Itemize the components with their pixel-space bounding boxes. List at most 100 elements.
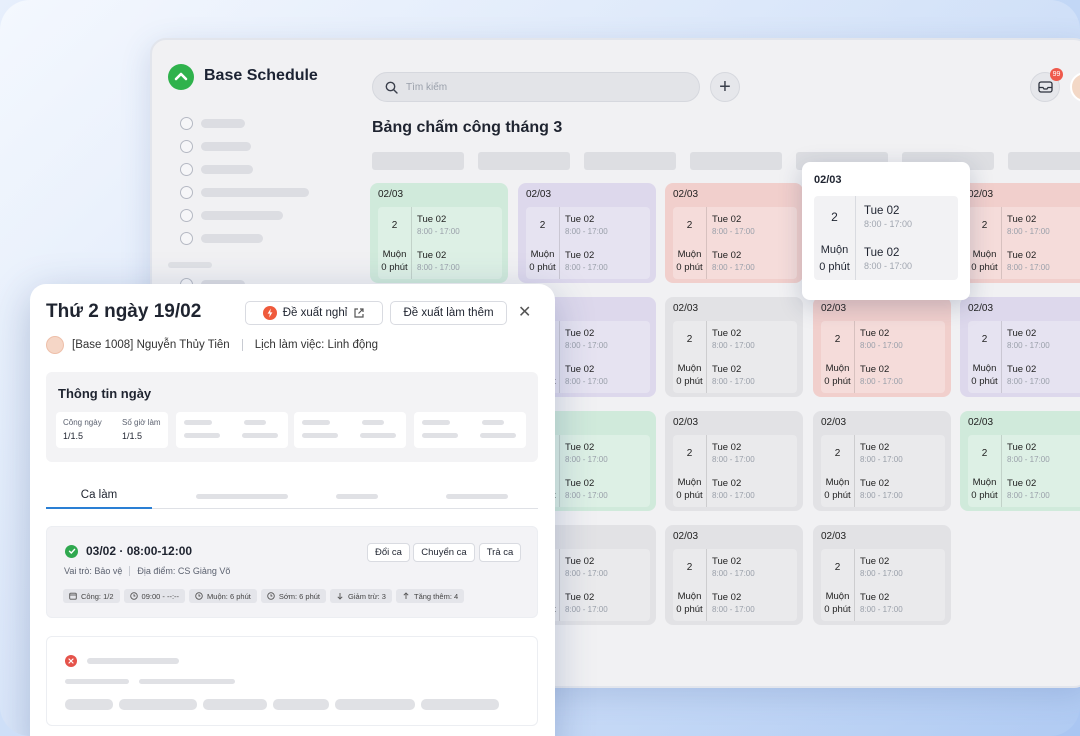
day-card[interactable]: 02/03 2 Tue 02 8:00 - 17:00 Muộn 0 phút Tue 02… [813,411,951,511]
card-time: 8:00 - 17:00 [417,263,460,272]
day-card[interactable]: 02/03 2 Tue 02 8:00 - 17:00 Muộn 0 phút Tue 02… [518,183,656,283]
day-card[interactable]: 02/03 2 Tue 02 8:00 - 17:00 Muộn 0 phút Tue 02… [960,183,1080,283]
card-time: 8:00 - 17:00 [860,377,903,386]
sidebar-item[interactable] [180,162,253,176]
card-count: 2 [378,207,412,243]
card-date: 02/03 [821,531,847,542]
card-time: 8:00 - 17:00 [1007,455,1050,464]
filter-placeholder[interactable] [478,152,570,170]
card-day: Tue 02 [565,364,595,375]
transfer-shift-button[interactable]: Chuyển ca [413,543,475,562]
clock-icon [129,592,138,600]
chip-workday: Công: 1/2 [63,589,120,603]
stat-label: Số giờ làm [122,418,161,427]
sidebar-item[interactable] [180,116,245,130]
clock-icon [195,592,203,600]
chip-label: Giảm trừ: 3 [348,591,386,601]
card-time: 8:00 - 17:00 [565,341,608,350]
return-shift-button[interactable]: Trả ca [479,543,521,562]
sidebar: Base Schedule [152,40,350,686]
card-time: 8:00 - 17:00 [860,491,903,500]
popup-date: 02/03 [814,174,842,186]
check-circle-icon [65,544,78,558]
day-detail-panel: Thứ 2 ngày 19/02 Đề xuất nghỉ Đề xuất là… [30,284,555,736]
tab-placeholder[interactable] [446,494,508,499]
bolt-icon [262,306,277,320]
day-card[interactable]: 02/03 2 Tue 02 8:00 - 17:00 Muộn 0 phút Tue 02… [665,183,803,283]
sidebar-item[interactable] [180,208,283,222]
chip-label: Muộn: 6 phút [207,591,251,601]
card-count: 2 [673,435,707,471]
filter-placeholder[interactable] [690,152,782,170]
swap-shift-button[interactable]: Đổi ca [367,543,410,562]
tab-placeholder[interactable] [336,494,378,499]
stat-value: 1/1.5 [63,431,84,441]
card-status: Muộn [677,477,702,488]
day-card[interactable]: 02/03 2 Tue 02 8:00 - 17:00 Muộn 0 phút Tue 02… [960,297,1080,397]
card-time: 8:00 - 17:00 [565,491,608,500]
sidebar-item[interactable] [180,185,309,199]
card-status-value: 0 phút [824,490,851,501]
day-card[interactable]: 02/03 2 Tue 02 8:00 - 17:00 Muộn 0 phút Tue 02… [813,525,951,625]
day-card[interactable]: 02/03 2 Tue 02 8:00 - 17:00 Muộn 0 phút Tue 02… [665,297,803,397]
card-day: Tue 02 [565,556,595,567]
card-time: 8:00 - 17:00 [565,377,608,386]
mail-button[interactable] [1030,72,1060,102]
popup-status-value: 0 phút [819,261,850,273]
popup-day: Tue 02 [864,205,900,217]
panel-title: Thứ 2 ngày 19/02 [46,301,202,322]
overtime-request-button[interactable]: Đề xuất làm thêm [390,301,507,325]
filter-placeholder[interactable] [1008,152,1080,170]
chip-deduction: Giảm trừ: 3 [330,589,392,603]
tab-placeholder[interactable] [196,494,288,499]
card-count: 2 [673,321,707,357]
chip-checkin: 09:00 - --:-- [123,589,186,603]
card-day: Tue 02 [1007,364,1037,375]
card-time: 8:00 - 17:00 [712,569,755,578]
error-circle-icon [65,655,77,667]
add-button[interactable]: + [710,72,740,102]
card-day: Tue 02 [1007,214,1037,225]
day-card[interactable]: 02/03 2 Tue 02 8:00 - 17:00 Muộn 0 phút Tue 02… [665,411,803,511]
card-date: 02/03 [968,189,994,200]
card-time: 8:00 - 17:00 [417,227,460,236]
tab-shifts[interactable]: Ca làm [46,484,152,509]
filter-placeholder[interactable] [584,152,676,170]
search-bar[interactable]: Tìm kiếm [372,72,700,102]
card-time: 8:00 - 17:00 [860,341,903,350]
card-time: 8:00 - 17:00 [712,341,755,350]
user-info: [Base 1008] Nguyễn Thủy Tiên Lịch làm vi… [46,336,378,354]
card-date: 02/03 [821,417,847,428]
card-count: 2 [526,207,560,243]
user-avatar [46,336,64,354]
card-time: 8:00 - 17:00 [1007,263,1050,272]
card-date: 02/03 [526,189,552,200]
day-card[interactable]: 02/03 2 Tue 02 8:00 - 17:00 Muộn 0 phút Tue 02… [960,411,1080,511]
card-time: 8:00 - 17:00 [565,227,608,236]
card-day: Tue 02 [1007,478,1037,489]
leave-request-button[interactable]: Đề xuất nghỉ [245,301,383,325]
day-card[interactable]: 02/03 2 Tue 02 8:00 - 17:00 Muộn 0 phút Tue 02… [813,297,951,397]
card-status: Muộn [825,591,850,602]
shift-card: 03/02 · 08:00-12:00 Vai trò: Bảo vệ Địa … [46,526,538,618]
card-day: Tue 02 [860,442,890,453]
chip-late: Muộn: 6 phút [189,589,257,603]
card-time: 8:00 - 17:00 [712,605,755,614]
day-card[interactable]: 02/03 2 Tue 02 8:00 - 17:00 Muộn 0 phút Tue 02… [665,525,803,625]
card-status-value: 0 phút [676,376,703,387]
work-schedule: Lịch làm việc: Linh động [254,339,379,351]
card-count: 2 [673,549,707,585]
stats-placeholder [414,412,526,448]
card-day: Tue 02 [860,478,890,489]
close-icon[interactable]: ✕ [518,304,532,321]
chip-label: Sớm: 6 phút [278,591,321,601]
sidebar-item[interactable] [180,139,251,153]
card-day: Tue 02 [565,328,595,339]
day-card[interactable]: 02/03 2 Tue 02 8:00 - 17:00 Muộn 0 phút Tue 02… [370,183,508,283]
card-count: 2 [821,549,855,585]
app-logo[interactable] [168,64,194,90]
sidebar-item[interactable] [180,231,263,245]
filter-placeholder[interactable] [372,152,464,170]
card-time: 8:00 - 17:00 [712,377,755,386]
avatar[interactable] [1070,72,1080,102]
